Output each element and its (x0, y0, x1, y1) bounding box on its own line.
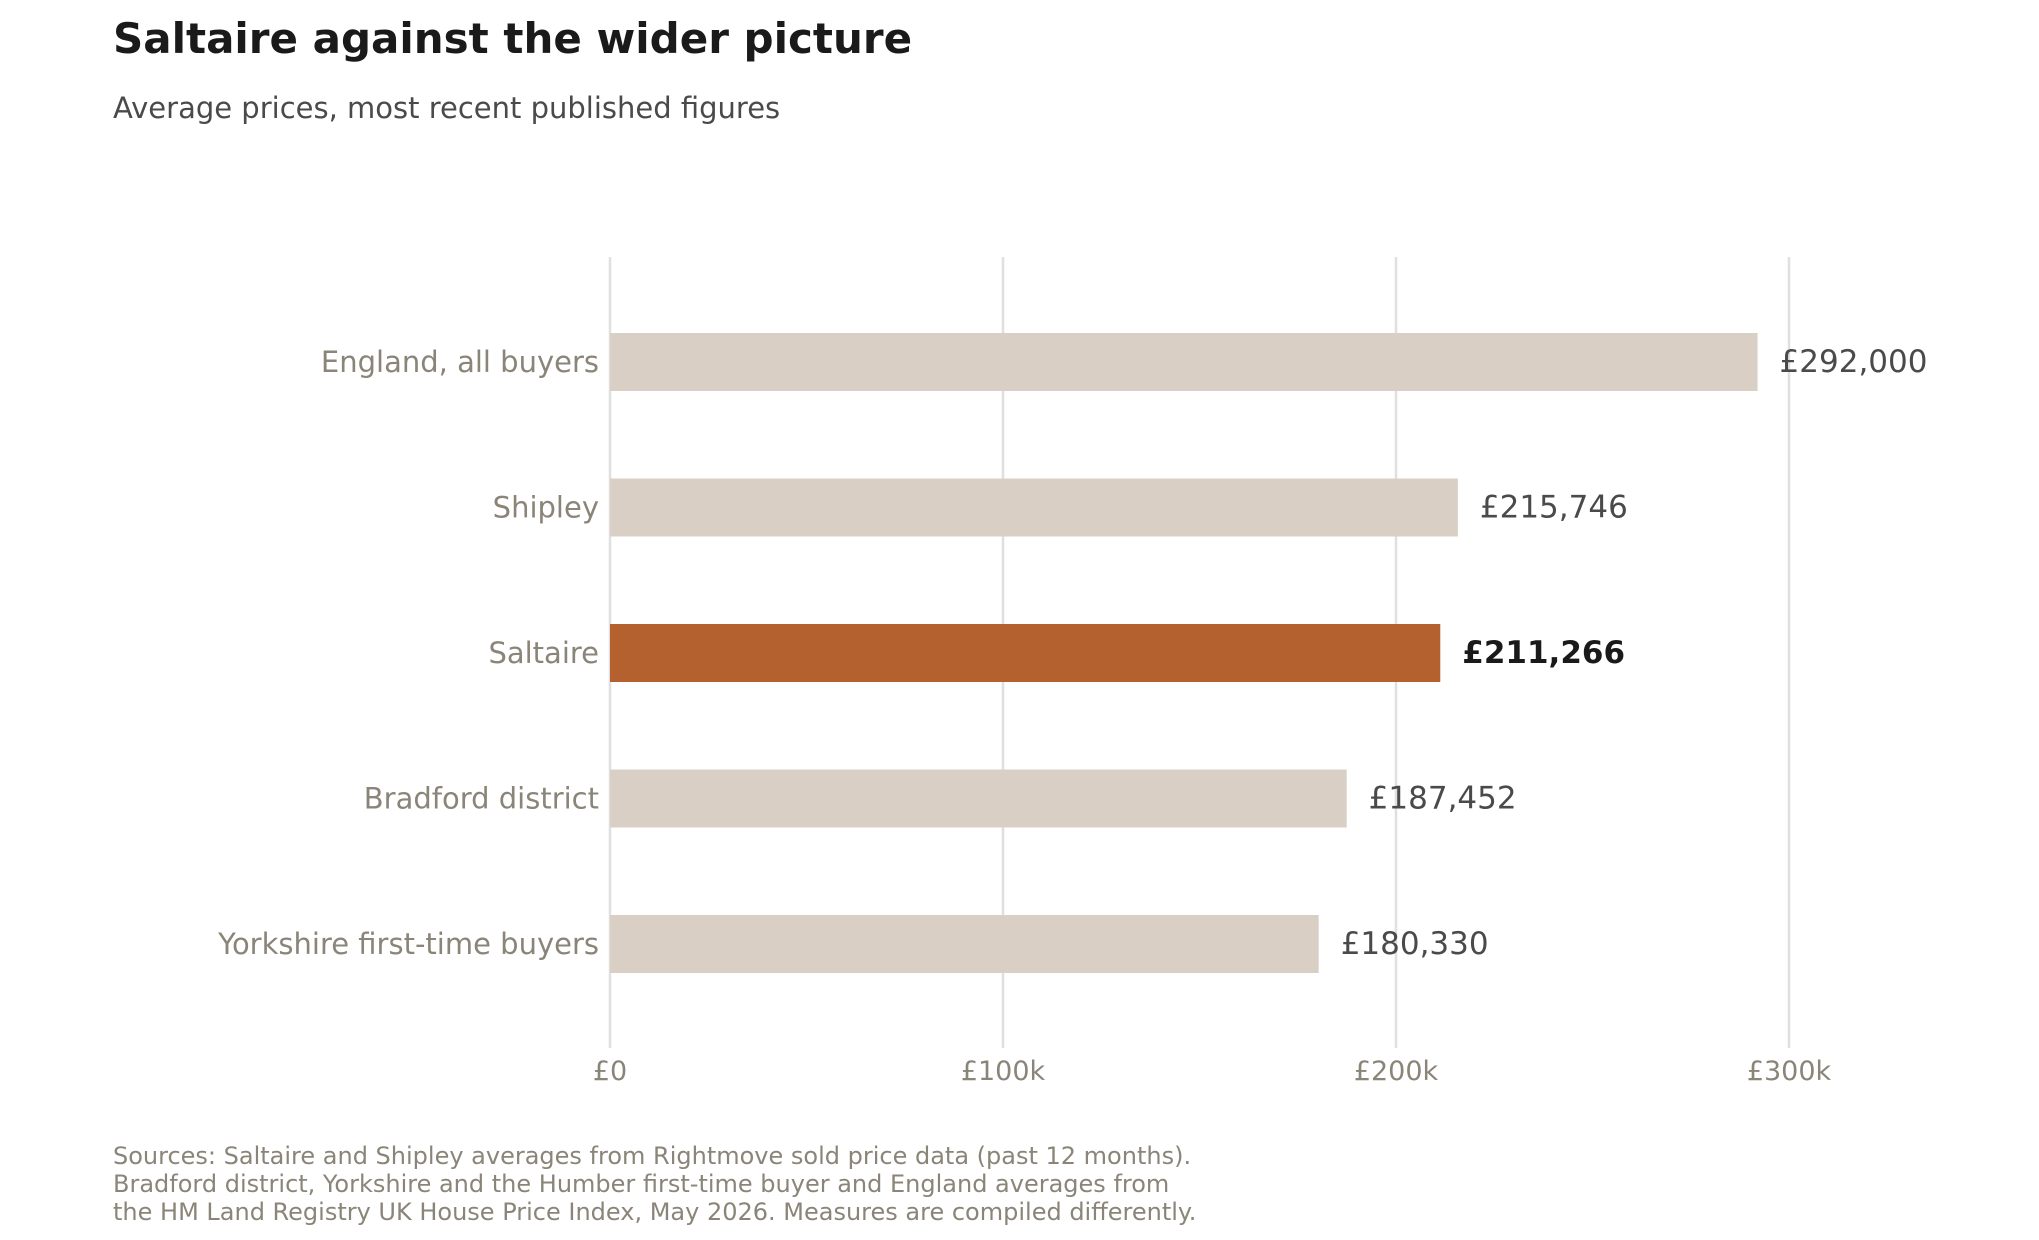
chart-title: Saltaire against the wider picture (113, 14, 913, 63)
footnote-line: Sources: Saltaire and Shipley averages f… (113, 1142, 1192, 1170)
bar (610, 333, 1758, 391)
value-label: £292,000 (1780, 344, 1928, 380)
sources-footnote: Sources: Saltaire and Shipley averages f… (113, 1142, 1196, 1226)
category-label: Shipley (493, 491, 599, 525)
category-label: Saltaire (488, 636, 599, 670)
bar-highlight (610, 624, 1441, 682)
category-label: Yorkshire first-time buyers (217, 927, 599, 961)
value-label: £211,266 (1462, 635, 1625, 671)
bar (610, 769, 1347, 828)
category-label: Bradford district (364, 782, 599, 816)
x-tick-label: £300k (1747, 1056, 1832, 1087)
x-tick-label: £100k (961, 1056, 1046, 1087)
chart-subtitle: Average prices, most recent published fi… (113, 91, 781, 125)
x-tick-label: £200k (1354, 1056, 1439, 1087)
bar (610, 915, 1319, 973)
x-tick-label: £0 (593, 1056, 627, 1087)
value-label: £180,330 (1341, 926, 1489, 962)
value-label: £187,452 (1369, 781, 1517, 817)
value-label: £215,746 (1480, 490, 1628, 526)
footnote-line: Bradford district, Yorkshire and the Hum… (113, 1170, 1170, 1198)
category-label: England, all buyers (321, 345, 599, 379)
bars (610, 333, 1758, 973)
footnote-line: the HM Land Registry UK House Price Inde… (113, 1198, 1197, 1226)
bar (610, 478, 1458, 537)
labels: £0 £100k £200k £300k England, all buyers £292… (217, 344, 1927, 1087)
